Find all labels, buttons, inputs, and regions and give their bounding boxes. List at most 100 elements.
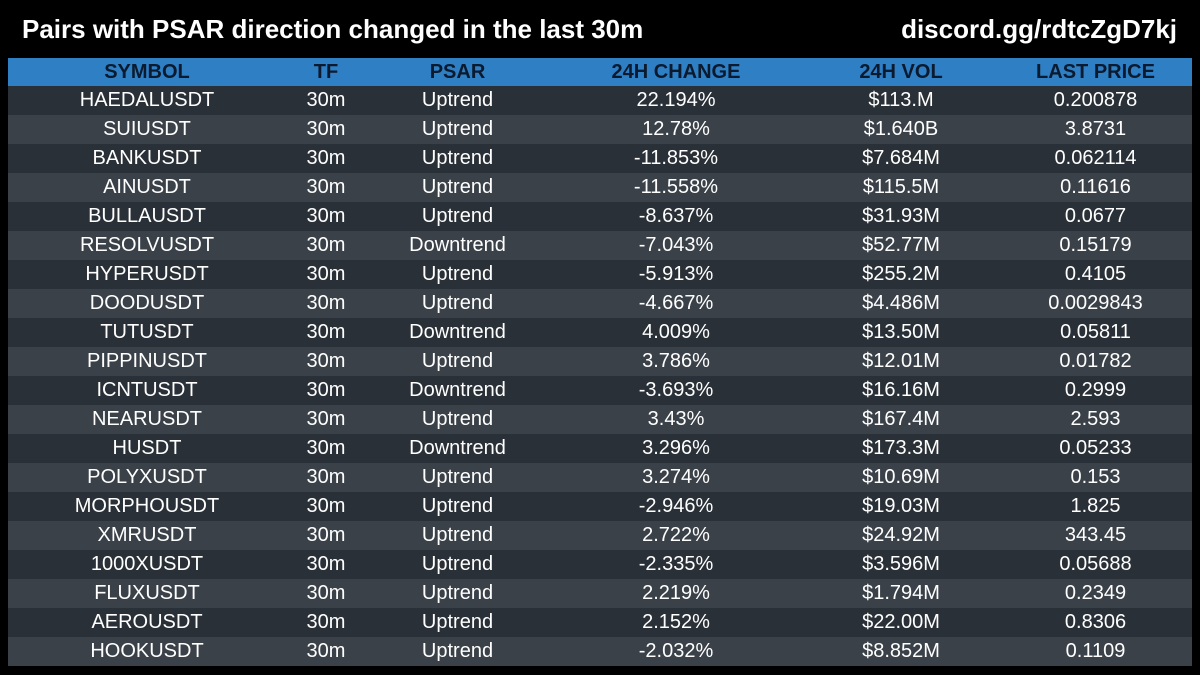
table-row: POLYXUSDT 30m Uptrend 3.274% $10.69M 0.153 xyxy=(8,463,1192,492)
cell-psar: Uptrend xyxy=(421,524,494,546)
cell-last-price: 0.062114 xyxy=(1054,147,1137,169)
discord-link[interactable]: discord.gg/rdtcZgD7kj xyxy=(901,14,1177,44)
cell-24h-vol: $16.16M xyxy=(862,379,940,401)
table-row: SUIUSDT 30m Uptrend 12.78% $1.640B 3.8731 xyxy=(8,115,1192,144)
table-row: AEROUSDT 30m Uptrend 2.152% $22.00M 0.8306 xyxy=(8,608,1192,637)
cell-symbol: HUSDT xyxy=(112,437,182,459)
cell-24h-vol: $22.00M xyxy=(862,611,940,633)
cell-symbol: HAEDALUSDT xyxy=(79,89,215,111)
cell-symbol: HYPERUSDT xyxy=(85,263,209,285)
cell-symbol: 1000XUSDT xyxy=(90,553,204,575)
cell-last-price: 0.153 xyxy=(1070,466,1121,488)
cell-24h-vol: $255.2M xyxy=(862,263,940,285)
table-row: HAEDALUSDT 30m Uptrend 22.194% $113.M 0.20087… xyxy=(8,86,1192,115)
cell-24h-change: 3.786% xyxy=(642,350,710,372)
table-row: HYPERUSDT 30m Uptrend -5.913% $255.2M 0.4105 xyxy=(8,260,1192,289)
table-row: AINUSDT 30m Uptrend -11.558% $115.5M 0.11616 xyxy=(8,173,1192,202)
cell-last-price: 0.0029843 xyxy=(1048,292,1143,314)
table-row: BULLAUSDT 30m Uptrend -8.637% $31.93M 0.0677 xyxy=(8,202,1192,231)
cell-tf: 30m xyxy=(306,205,346,227)
cell-symbol: SUIUSDT xyxy=(103,118,191,140)
cell-tf: 30m xyxy=(306,466,346,488)
cell-last-price: 0.4105 xyxy=(1064,263,1127,285)
table-row: FLUXUSDT 30m Uptrend 2.219% $1.794M 0.2349 xyxy=(8,579,1192,608)
cell-symbol: FLUXUSDT xyxy=(94,582,200,604)
cell-24h-vol: $52.77M xyxy=(862,234,940,256)
cell-tf: 30m xyxy=(306,176,346,198)
cell-last-price: 0.05811 xyxy=(1060,321,1131,343)
cell-24h-change: 3.43% xyxy=(647,408,705,430)
cell-24h-change: -2.335% xyxy=(638,553,714,575)
column-header-symbol: SYMBOL xyxy=(104,61,190,83)
cell-last-price: 0.8306 xyxy=(1064,611,1127,633)
cell-psar: Uptrend xyxy=(421,263,494,285)
cell-symbol: POLYXUSDT xyxy=(87,466,207,488)
cell-24h-vol: $12.01M xyxy=(862,350,940,372)
cell-tf: 30m xyxy=(306,524,346,546)
cell-last-price: 0.200878 xyxy=(1053,89,1138,111)
cell-symbol: TUTUSDT xyxy=(100,321,194,343)
cell-24h-change: -4.667% xyxy=(638,292,714,314)
cell-symbol: AEROUSDT xyxy=(91,611,203,633)
column-header-last-price: LAST PRICE xyxy=(1036,61,1155,83)
cell-symbol: RESOLVUSDT xyxy=(79,234,215,256)
cell-24h-change: -8.637% xyxy=(638,205,714,227)
psar-table: SYMBOL TF PSAR 24H CHANGE 24H VOL LAST PRICE … xyxy=(8,58,1192,666)
cell-24h-change: -5.913% xyxy=(638,263,714,285)
cell-last-price: 1.825 xyxy=(1070,495,1121,517)
cell-24h-change: -11.853% xyxy=(633,147,719,169)
cell-24h-vol: $10.69M xyxy=(862,466,940,488)
cell-24h-change: 2.722% xyxy=(642,524,710,546)
cell-24h-change: 2.152% xyxy=(642,611,710,633)
cell-last-price: 3.8731 xyxy=(1064,118,1127,140)
cell-tf: 30m xyxy=(306,379,346,401)
column-header-tf: TF xyxy=(313,61,339,83)
cell-psar: Downtrend xyxy=(409,321,506,343)
table-row: 1000XUSDT 30m Uptrend -2.335% $3.596M 0.05688 xyxy=(8,550,1192,579)
cell-24h-vol: $1.794M xyxy=(862,582,940,604)
cell-24h-change: -11.558% xyxy=(633,176,719,198)
cell-psar: Uptrend xyxy=(421,118,494,140)
cell-last-price: 0.0677 xyxy=(1064,205,1127,227)
cell-24h-vol: $1.640B xyxy=(863,118,939,140)
cell-24h-vol: $113.M xyxy=(868,89,934,111)
cell-psar: Uptrend xyxy=(421,292,494,314)
cell-24h-vol: $24.92M xyxy=(862,524,940,546)
cell-24h-vol: $31.93M xyxy=(862,205,940,227)
cell-tf: 30m xyxy=(306,118,346,140)
cell-24h-change: 12.78% xyxy=(642,118,710,140)
table-row: ICNTUSDT 30m Downtrend -3.693% $16.16M 0.2999 xyxy=(8,376,1192,405)
cell-last-price: 0.05233 xyxy=(1059,437,1132,459)
column-header-24h-vol: 24H VOL xyxy=(859,61,943,83)
table-row: XMRUSDT 30m Uptrend 2.722% $24.92M 343.45 xyxy=(8,521,1192,550)
cell-symbol: BULLAUSDT xyxy=(88,205,206,227)
column-header-psar: PSAR xyxy=(429,61,486,83)
cell-24h-vol: $167.4M xyxy=(862,408,940,430)
cell-last-price: 343.45 xyxy=(1064,524,1127,546)
cell-24h-vol: $115.5M xyxy=(862,176,940,198)
cell-24h-change: 3.296% xyxy=(642,437,710,459)
cell-psar: Downtrend xyxy=(409,234,506,256)
column-header-24h-change: 24H CHANGE xyxy=(611,61,741,83)
cell-24h-change: -2.032% xyxy=(638,640,714,662)
cell-tf: 30m xyxy=(306,582,346,604)
table-row: HUSDT 30m Downtrend 3.296% $173.3M 0.05233 xyxy=(8,434,1192,463)
table-row: NEARUSDT 30m Uptrend 3.43% $167.4M 2.593 xyxy=(8,405,1192,434)
cell-24h-vol: $13.50M xyxy=(862,321,940,343)
cell-last-price: 0.2349 xyxy=(1064,582,1127,604)
cell-symbol: DOODUSDT xyxy=(89,292,205,314)
cell-tf: 30m xyxy=(306,553,346,575)
cell-tf: 30m xyxy=(306,321,346,343)
cell-symbol: XMRUSDT xyxy=(97,524,197,546)
cell-24h-change: 2.219% xyxy=(642,582,710,604)
cell-psar: Uptrend xyxy=(421,350,494,372)
cell-psar: Uptrend xyxy=(421,89,494,111)
cell-24h-vol: $7.684M xyxy=(862,147,940,169)
cell-24h-vol: $3.596M xyxy=(862,553,940,575)
table-row: BANKUSDT 30m Uptrend -11.853% $7.684M 0.06211… xyxy=(8,144,1192,173)
cell-psar: Uptrend xyxy=(421,466,494,488)
cell-psar: Uptrend xyxy=(421,408,494,430)
table-header: SYMBOL TF PSAR 24H CHANGE 24H VOL LAST PRICE xyxy=(8,58,1192,86)
cell-last-price: 2.593 xyxy=(1070,408,1121,430)
table-body: HAEDALUSDT 30m Uptrend 22.194% $113.M 0.20087… xyxy=(8,86,1192,666)
